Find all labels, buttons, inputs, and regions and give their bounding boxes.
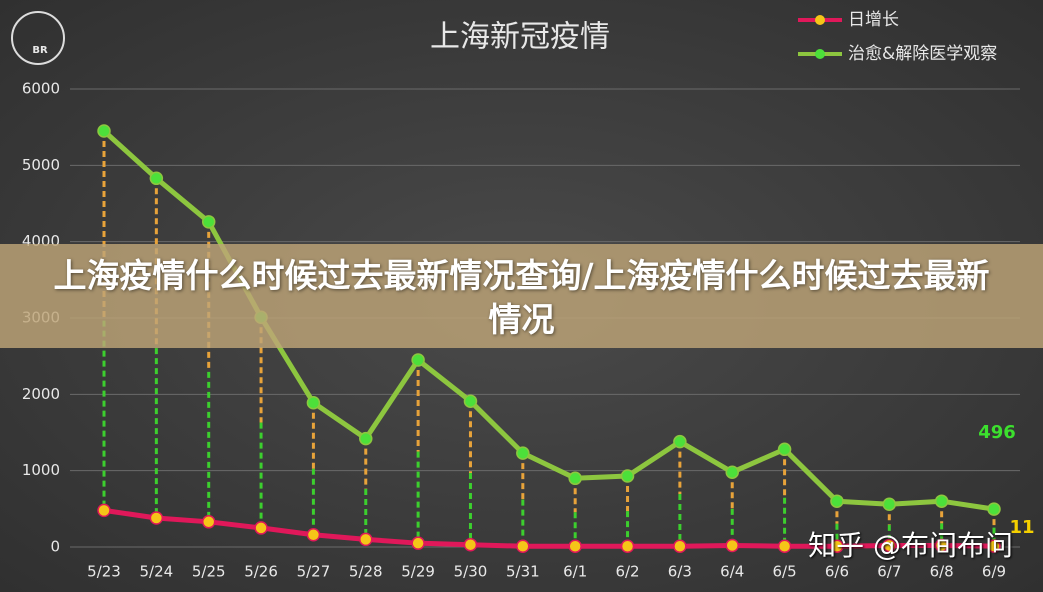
- x-tick-label: 5/24: [140, 563, 174, 581]
- point: [673, 539, 687, 553]
- x-tick-label: 5/26: [244, 563, 278, 581]
- point: [568, 471, 582, 486]
- point: [777, 442, 792, 457]
- point: [411, 353, 425, 367]
- x-tick-label: 5/30: [454, 563, 488, 581]
- watermark: 知乎 @布间布问: [808, 529, 1013, 562]
- point: [882, 497, 897, 512]
- point: [568, 539, 582, 553]
- x-tick-label: 5/28: [349, 563, 383, 581]
- point: [777, 539, 792, 553]
- point: [987, 502, 1001, 516]
- point: [463, 394, 478, 408]
- series-line: [103, 507, 995, 549]
- point: [201, 515, 216, 529]
- y-tick-label: 0: [50, 538, 60, 556]
- point: [149, 511, 164, 525]
- point: [830, 494, 844, 508]
- point: [620, 469, 635, 483]
- value-label: 496: [978, 422, 1016, 443]
- x-tick-label: 5/25: [192, 563, 226, 581]
- x-tick-label: 5/23: [87, 563, 121, 581]
- x-tick-label: 6/1: [563, 563, 587, 581]
- y-tick-label: 2000: [22, 385, 60, 403]
- point: [516, 539, 530, 553]
- point: [673, 434, 687, 449]
- chart-title: 上海新冠疫情: [430, 20, 610, 55]
- point: [620, 539, 635, 553]
- point: [725, 465, 739, 479]
- x-tick-label: 6/9: [982, 563, 1006, 581]
- x-tick-label: 6/7: [877, 563, 901, 581]
- point: [934, 538, 949, 553]
- legend-label: 治愈&解除医学观察: [848, 44, 997, 64]
- point: [830, 539, 844, 553]
- point: [359, 431, 373, 446]
- legend-marker: [815, 15, 825, 25]
- y-tick-label: 1000: [22, 461, 60, 479]
- x-tick-label: 6/8: [930, 563, 954, 581]
- x-tick-label: 6/6: [825, 563, 849, 581]
- point: [254, 521, 268, 535]
- x-tick-label: 6/4: [720, 563, 744, 581]
- x-tick-label: 6/2: [615, 563, 639, 581]
- logo: BR: [11, 11, 65, 65]
- x-tick-label: 5/31: [506, 563, 540, 581]
- point: [306, 395, 321, 410]
- value-label: 11: [1009, 517, 1034, 538]
- point: [201, 215, 216, 229]
- point: [306, 528, 321, 542]
- banner: 上海疫情什么时候过去最新情况查询/上海疫情什么时候过去最新情况: [0, 244, 1043, 348]
- point: [882, 538, 897, 553]
- x-tick-label: 5/27: [297, 563, 331, 581]
- x-tick-label: 5/29: [401, 563, 435, 581]
- point: [463, 537, 478, 552]
- logo-text: BR: [32, 45, 48, 56]
- point: [97, 503, 111, 518]
- x-tick-label: 6/3: [668, 563, 692, 581]
- legend-label: 日增长: [848, 10, 899, 30]
- point: [411, 536, 425, 550]
- point: [97, 124, 111, 138]
- point: [359, 532, 373, 547]
- point: [516, 446, 530, 460]
- y-tick-label: 6000: [22, 80, 60, 98]
- legend-marker: [815, 49, 825, 59]
- x-tick-label: 6/5: [773, 563, 797, 581]
- y-tick-label: 5000: [22, 156, 60, 174]
- point: [987, 539, 1001, 553]
- point: [934, 494, 949, 508]
- point: [149, 171, 164, 186]
- point: [725, 538, 739, 553]
